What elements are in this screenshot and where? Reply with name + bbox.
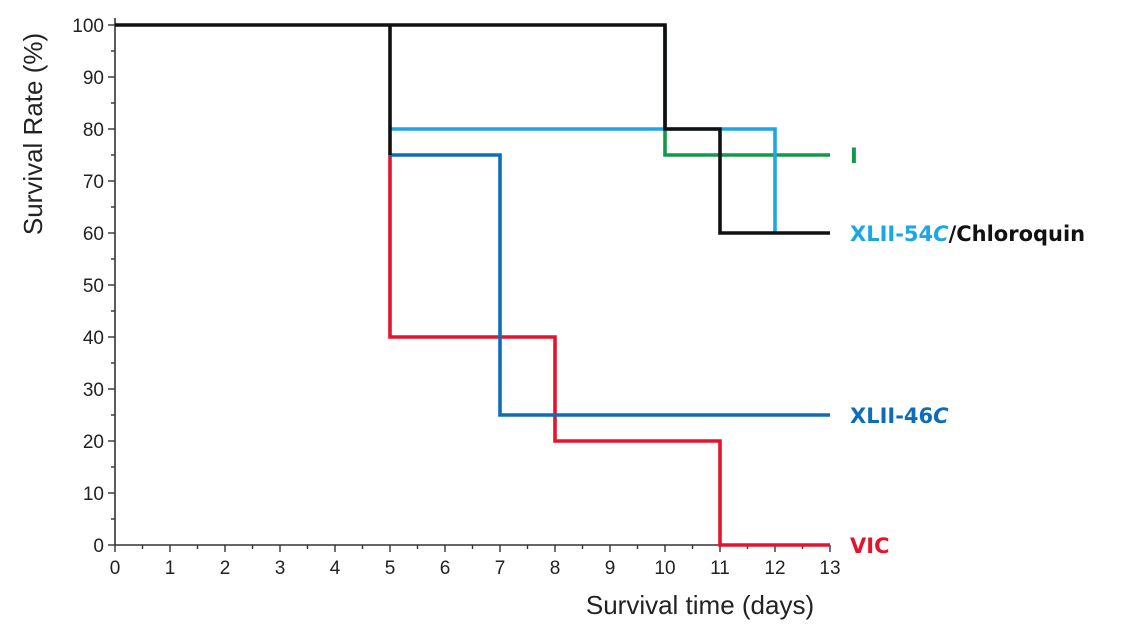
series-label-part: XLII-46 — [850, 404, 933, 428]
x-tick-label: 3 — [275, 558, 286, 579]
x-axis-title: Survival time (days) — [586, 590, 814, 620]
y-axis-title: Survival Rate (%) — [18, 33, 48, 235]
series-label-part: C — [933, 222, 949, 246]
series-label-part: C — [933, 404, 949, 428]
y-tick-label: 90 — [83, 68, 104, 89]
y-tick-label: 50 — [83, 276, 104, 297]
x-tick-label: 0 — [110, 558, 121, 579]
x-tick-label: 11 — [710, 558, 730, 579]
x-tick-label: 7 — [495, 558, 506, 579]
series-line-vic — [388, 155, 830, 547]
series-lines — [115, 23, 830, 547]
x-tick-label: 9 — [605, 558, 616, 579]
y-tick-label: 100 — [72, 16, 104, 37]
y-tick-label: 20 — [83, 432, 104, 453]
series-label-part: VIC — [850, 534, 889, 558]
y-tick-label: 40 — [83, 328, 104, 349]
series-label-part: /Chloroquin — [949, 222, 1086, 246]
series-label-xlii-54c: XLII-54C/Chloroquin — [850, 222, 1085, 246]
series-line-xlii-46c — [390, 153, 830, 417]
series-line-i — [663, 25, 830, 157]
y-tick-label: 0 — [93, 536, 104, 557]
series-label-xlii-46c: XLII-46C — [850, 404, 949, 428]
ticks — [108, 24, 831, 552]
series-label-i: I — [850, 144, 858, 168]
series-label-vic: VIC — [850, 534, 889, 558]
x-tick-label: 6 — [440, 558, 451, 579]
x-tick-label: 8 — [550, 558, 561, 579]
x-tick-label: 5 — [385, 558, 396, 579]
series-label-part: XLII-54 — [850, 222, 933, 246]
series-label-part: I — [850, 144, 858, 168]
y-tick-label: 70 — [83, 172, 104, 193]
x-tick-label: 1 — [165, 558, 176, 579]
axes — [114, 18, 830, 546]
x-tick-label: 12 — [764, 558, 785, 579]
x-tick-label: 13 — [819, 558, 840, 579]
x-tick-label: 2 — [220, 558, 231, 579]
y-tick-label: 60 — [83, 224, 104, 245]
y-tick-label: 10 — [83, 484, 104, 505]
y-tick-label: 80 — [83, 120, 104, 141]
series-line-xlii-54c — [390, 127, 777, 233]
x-tick-label: 10 — [654, 558, 675, 579]
x-tick-label: 4 — [330, 558, 341, 579]
series-line-chloroquin — [115, 23, 830, 235]
y-tick-label: 30 — [83, 380, 104, 401]
